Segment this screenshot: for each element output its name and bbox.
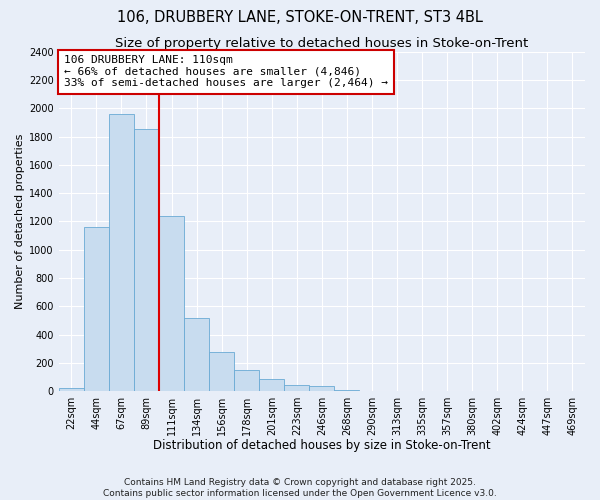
Text: 106, DRUBBERY LANE, STOKE-ON-TRENT, ST3 4BL: 106, DRUBBERY LANE, STOKE-ON-TRENT, ST3 … [117,10,483,25]
Bar [159,216,184,391]
Bar [209,352,234,391]
Bar [59,388,84,391]
Bar [184,318,209,391]
Bar [109,114,134,391]
Text: 106 DRUBBERY LANE: 110sqm
← 66% of detached houses are smaller (4,846)
33% of se: 106 DRUBBERY LANE: 110sqm ← 66% of detac… [64,55,388,88]
Bar [310,386,334,391]
X-axis label: Distribution of detached houses by size in Stoke-on-Trent: Distribution of detached houses by size … [153,440,491,452]
Bar [259,379,284,391]
Bar [84,227,109,391]
Bar [334,390,359,391]
Bar [234,370,259,391]
Text: Contains HM Land Registry data © Crown copyright and database right 2025.
Contai: Contains HM Land Registry data © Crown c… [103,478,497,498]
Bar [284,385,310,391]
Title: Size of property relative to detached houses in Stoke-on-Trent: Size of property relative to detached ho… [115,38,529,51]
Bar [134,128,159,391]
Y-axis label: Number of detached properties: Number of detached properties [15,134,25,309]
